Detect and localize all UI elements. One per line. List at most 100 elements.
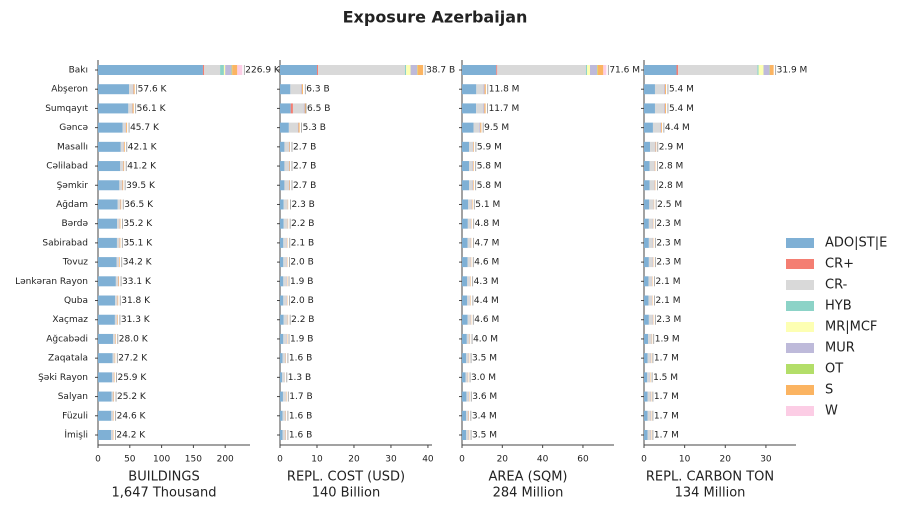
x-tick-label: 50 — [124, 455, 136, 465]
bar-segment — [132, 103, 133, 113]
category-label: Şəmkir — [57, 181, 89, 191]
total-label: 2.9 M — [659, 142, 684, 152]
total-label: 2.8 M — [658, 181, 683, 191]
bar-segment — [647, 372, 649, 382]
total-label: 1.7 M — [654, 430, 679, 440]
bar-segment — [289, 161, 290, 171]
bar-segment — [462, 199, 468, 209]
bar-segment — [473, 161, 474, 171]
bar-segment — [284, 315, 288, 325]
x-tick-label: 30 — [385, 455, 397, 465]
bar-segment — [469, 180, 472, 190]
bar-segment — [644, 315, 649, 325]
bar-segment — [650, 142, 655, 152]
x-tick-label: 0 — [459, 455, 465, 465]
bar-segment — [462, 296, 467, 306]
total-label: 1.7 M — [654, 354, 679, 364]
bar-segment — [98, 103, 128, 113]
total-label: 2.3 M — [656, 238, 681, 248]
bar-segment — [644, 84, 655, 94]
bar-segment — [462, 84, 476, 94]
bar-segment — [280, 65, 317, 75]
legend-swatch — [786, 238, 814, 248]
total-label: 28.0 K — [119, 334, 149, 344]
category-label: İmişli — [64, 429, 88, 440]
x-axis-label: BUILDINGS — [128, 470, 199, 485]
category-label: Xaçmaz — [52, 315, 88, 325]
total-label: 4.8 M — [475, 219, 500, 229]
total-label: 3.5 M — [472, 354, 497, 364]
bar-segment — [597, 65, 598, 75]
bar-segment — [98, 238, 117, 248]
bar-segment — [462, 238, 468, 248]
bar-segment — [283, 334, 286, 344]
bar-segment — [472, 161, 473, 171]
bar-segment — [98, 353, 113, 363]
bar-segment — [654, 161, 655, 171]
x-tick-label: 0 — [277, 455, 283, 465]
x-axis-label: AREA (SQM) — [488, 470, 567, 485]
bar-segment — [468, 315, 471, 325]
total-label: 5.4 M — [669, 104, 694, 114]
bar-segment — [203, 65, 204, 75]
bar-segment — [117, 315, 118, 325]
bar-segment — [648, 296, 651, 306]
total-label: 2.1 M — [656, 296, 681, 306]
bar-segment — [122, 180, 123, 190]
bar-segment — [280, 372, 282, 382]
total-label: 6.3 B — [306, 85, 329, 95]
bar-segment — [644, 334, 648, 344]
total-label: 4.4 M — [665, 123, 690, 133]
total-label: 41.2 K — [127, 162, 157, 172]
x-tick-label: 30 — [760, 455, 772, 465]
bar-segment — [462, 411, 466, 421]
bar-segment — [462, 334, 467, 344]
bar-segment — [405, 65, 406, 75]
bar-segment — [118, 199, 120, 209]
bar-segment — [220, 65, 224, 75]
total-label: 2.7 B — [293, 181, 316, 191]
total-label: 2.2 B — [291, 219, 314, 229]
bar-segment — [289, 123, 298, 133]
bar-segment — [655, 161, 656, 171]
bar-segment — [283, 296, 286, 306]
bar-segment — [770, 65, 774, 75]
bar-segment — [462, 392, 466, 402]
category-label: Ağcabədi — [46, 334, 88, 344]
x-tick-label: 10 — [311, 455, 323, 465]
x-tick-label: 100 — [153, 455, 170, 465]
bar-segment — [280, 123, 289, 133]
bar-segment — [644, 123, 653, 133]
total-label: 11.7 M — [489, 104, 520, 114]
bar-segment — [280, 180, 284, 190]
category-label: Lənkəran Rayon — [15, 277, 88, 287]
bar-segment — [120, 161, 123, 171]
bar-segment — [590, 65, 597, 75]
bar-segment — [98, 257, 117, 267]
bar-segment — [283, 257, 286, 267]
bar-segment — [280, 103, 291, 113]
total-label: 2.7 B — [293, 162, 316, 172]
bar-segment — [644, 257, 649, 267]
bar-segment — [473, 123, 479, 133]
bar-segment — [497, 65, 586, 75]
bar-segment — [644, 238, 649, 248]
x-axis-label: REPL. COST (USD) — [287, 470, 405, 485]
bar-segment — [644, 411, 648, 421]
bar-segment — [280, 353, 283, 363]
bar-segment — [280, 430, 283, 440]
bar-segment — [283, 238, 286, 248]
bar-segment — [133, 84, 134, 94]
total-label: 4.4 M — [474, 296, 499, 306]
x-tick-label: 40 — [422, 455, 434, 465]
bar-segment — [653, 123, 660, 133]
bar-segment — [123, 142, 124, 152]
legend-label: S — [825, 383, 833, 398]
bar-segment — [280, 411, 283, 421]
bar-segment — [479, 123, 480, 133]
bar-segment — [462, 257, 468, 267]
total-label: 38.7 B — [426, 66, 455, 76]
total-label: 3.6 M — [472, 392, 497, 402]
bar-segment — [665, 84, 666, 94]
